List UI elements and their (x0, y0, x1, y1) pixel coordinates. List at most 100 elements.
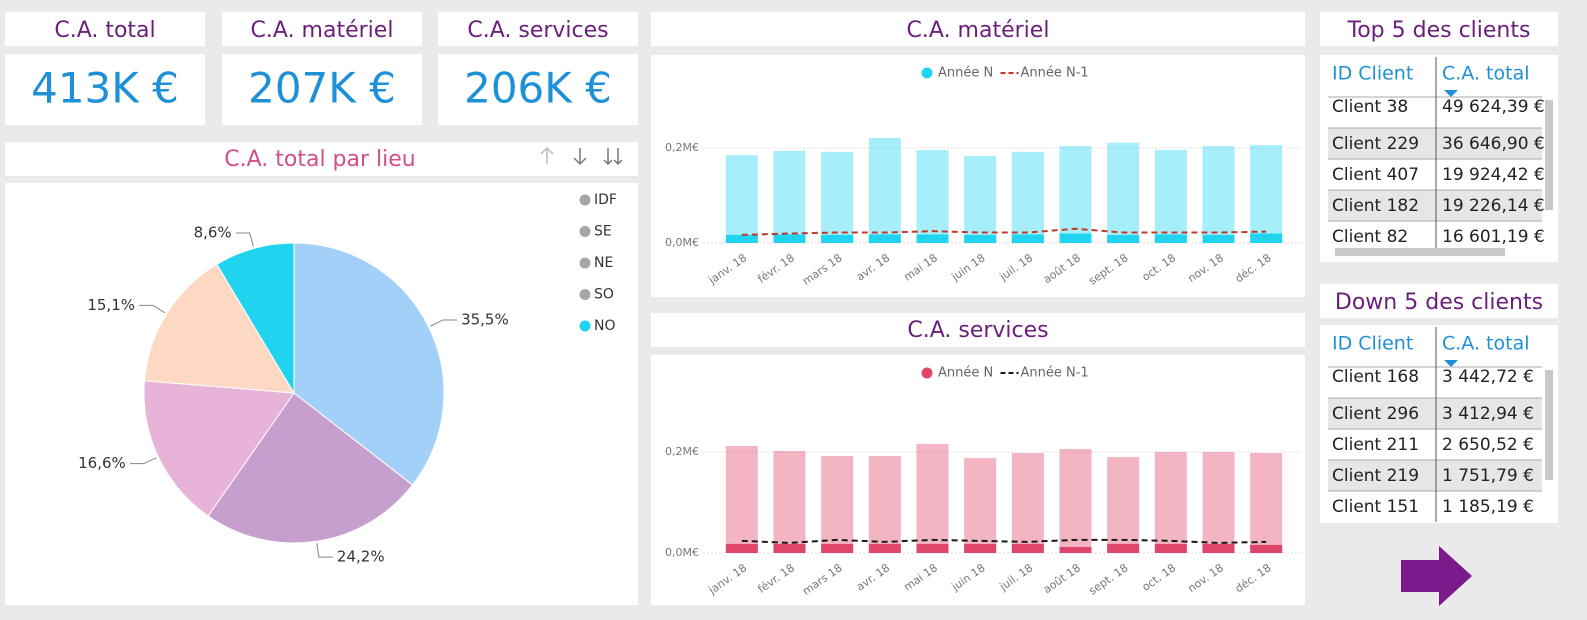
data-label: 8,6% (194, 224, 232, 242)
bar (1202, 452, 1235, 553)
pie-slice (143, 263, 295, 394)
pie-slice (216, 242, 295, 395)
cell: 49 624,39 € (1442, 97, 1545, 117)
legend-label: NE (594, 255, 613, 271)
bar-highlight (725, 234, 758, 243)
cell: Client 219 (1332, 466, 1419, 486)
cell: 19 924,42 € (1442, 165, 1545, 185)
line-series (741, 227, 1267, 236)
bar-highlight (916, 543, 949, 553)
next-page-button[interactable] (1401, 546, 1472, 606)
cell: Client 38 (1332, 97, 1408, 117)
legend-marker (579, 320, 591, 332)
bar (1250, 145, 1283, 243)
legend-label: Année N-1 (1021, 366, 1089, 381)
y-tick-label: 0,0M€ (665, 236, 699, 249)
row-band (1328, 398, 1542, 429)
column-header: C.A. total (1442, 63, 1530, 85)
legend-marker (579, 289, 591, 300)
bar (1011, 151, 1044, 243)
bar (1154, 149, 1187, 243)
bar-highlight (1202, 543, 1235, 553)
cell: 3 442,72 € (1442, 367, 1534, 387)
legend-label: SE (594, 224, 612, 240)
bar-highlight (868, 543, 901, 553)
column-header: C.A. total (1442, 333, 1530, 355)
bar-highlight (1011, 234, 1044, 243)
leader-line (139, 304, 166, 314)
cell: Client 82 (1332, 227, 1408, 247)
cell: 36 646,90 € (1442, 134, 1545, 154)
bar-highlight (1059, 546, 1092, 553)
bar-highlight (964, 234, 997, 243)
bar-highlight (964, 543, 997, 553)
cell: Client 229 (1332, 134, 1419, 154)
bar (1154, 452, 1187, 553)
bar-highlight (821, 543, 854, 553)
data-label: 24,2% (337, 548, 385, 566)
chart-title: C.A. total par lieu (224, 147, 416, 172)
cell: Client 151 (1332, 497, 1419, 517)
bar (1107, 142, 1140, 243)
bar (821, 151, 854, 243)
bar (964, 156, 997, 243)
sort-icons[interactable] (540, 146, 623, 166)
cell: 16 601,19 € (1442, 227, 1545, 247)
y-tick-label: 0,0M€ (665, 546, 699, 559)
leader-line (316, 543, 333, 558)
cell: Client 168 (1332, 367, 1419, 387)
bar (725, 155, 758, 243)
pie-slice (143, 380, 295, 517)
bar (1250, 453, 1283, 553)
bar (1059, 146, 1092, 243)
column-header: ID Client (1332, 333, 1413, 355)
card-title: C.A. matériel (251, 18, 394, 43)
cell: Client 296 (1332, 404, 1419, 424)
bar-highlight (1154, 543, 1187, 553)
data-label: 15,1% (87, 296, 135, 314)
legend-marker (579, 194, 591, 206)
bar (916, 149, 949, 243)
card-value: 207K € (248, 64, 396, 113)
row-band (1328, 460, 1542, 491)
chart-title: C.A. matériel (907, 18, 1050, 43)
bar (868, 138, 901, 243)
legend-marker (579, 257, 591, 269)
legend-label: Année N (938, 66, 993, 81)
bar-highlight (1107, 543, 1140, 553)
row-band (1328, 190, 1542, 221)
bar (773, 150, 806, 243)
leader-line (129, 457, 157, 465)
bar-highlight (868, 234, 901, 243)
row-band (1328, 128, 1542, 159)
y-tick-label: 0,2M€ (665, 141, 699, 154)
bar-highlight (821, 234, 854, 243)
card-value: 206K € (464, 64, 612, 113)
table-title: Top 5 des clients (1347, 18, 1531, 43)
bar-highlight (916, 234, 949, 243)
bar (773, 450, 806, 553)
data-label: 35,5% (461, 310, 509, 328)
cell: Client 182 (1332, 196, 1419, 216)
bar (1011, 453, 1044, 553)
bar (868, 456, 901, 553)
legend-label: Année N-1 (1021, 66, 1089, 81)
column-header: ID Client (1332, 63, 1413, 85)
scrollbar (1545, 370, 1553, 480)
leader-line (235, 232, 254, 247)
legend-label: IDF (594, 192, 617, 208)
legend-marker (921, 67, 933, 79)
bar-highlight (1107, 234, 1140, 243)
bar (725, 445, 758, 553)
bar (964, 458, 997, 553)
cell: 1 185,19 € (1442, 497, 1534, 517)
cell: 3 412,94 € (1442, 404, 1534, 424)
table-title: Down 5 des clients (1335, 290, 1543, 315)
bar-highlight (1250, 544, 1283, 553)
bar-highlight (1202, 234, 1235, 243)
pie-slice (293, 242, 445, 486)
data-label: 16,6% (78, 454, 126, 472)
legend-label: Année N (938, 366, 993, 381)
cell: Client 407 (1332, 165, 1419, 185)
